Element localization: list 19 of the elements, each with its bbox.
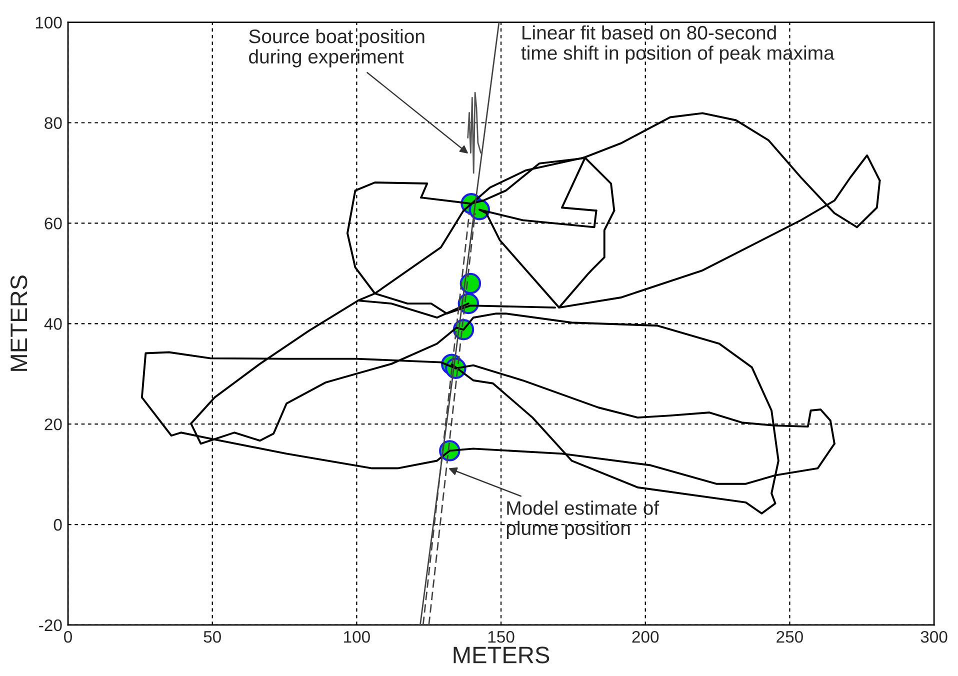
annotation: Source boat position during experiment [249,29,424,68]
y-tick-label: 80 [44,117,62,129]
y-tick-label: 100 [36,16,62,29]
y-axis-title: METERS [10,276,28,371]
x-tick-label: 300 [920,630,948,643]
annotation: Linear fit based on 80-second time shift in position of peak maxima [521,25,834,64]
annotation: Model estimate of plume position [506,500,660,539]
y-tick-label: -20 [39,619,62,632]
x-axis-title: METERS [454,646,550,664]
x-tick-label: 250 [776,630,803,643]
x-tick-label: 50 [204,630,221,643]
x-tick-label: 100 [344,630,370,643]
x-tick-label: 200 [632,630,659,643]
x-tick-label: 150 [488,630,514,643]
y-tick-label: 40 [44,318,62,330]
y-tick-label: 60 [44,218,62,230]
y-tick-label: 20 [44,418,62,430]
y-tick-label: 0 [54,518,62,531]
x-tick-label: 0 [64,630,72,643]
